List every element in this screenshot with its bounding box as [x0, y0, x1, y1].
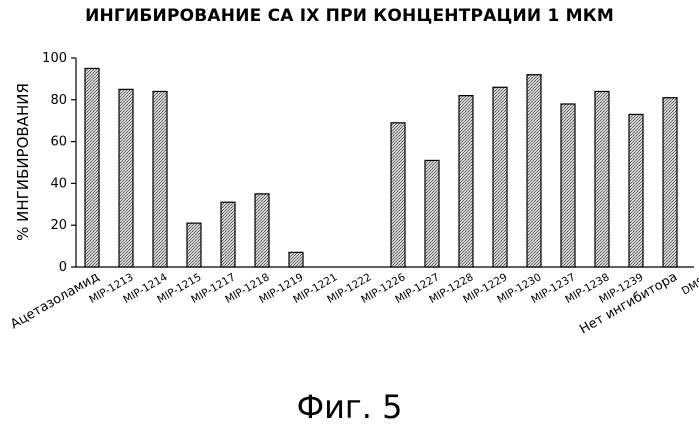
y-axis: 0 20 40 60 80 100 — [42, 51, 76, 275]
x-tick-labels: АцетазоламидMIP-1213MIP-1214MIP-1215MIP-… — [8, 269, 699, 337]
figure-caption: Фиг. 5 — [0, 388, 699, 426]
bar — [255, 194, 269, 267]
y-tick-label: 80 — [50, 93, 67, 108]
bar — [289, 252, 303, 267]
chart-title: ИНГИБИРОВАНИЕ СА IX ПРИ КОНЦЕНТРАЦИИ 1 М… — [0, 6, 699, 26]
y-tick-label: 60 — [50, 135, 67, 150]
bar — [629, 114, 643, 267]
x-tick-label: Ацетазоламид — [8, 269, 102, 332]
bar — [663, 98, 677, 267]
y-axis-label: % ИНГИБИРОВАНИЯ — [14, 83, 32, 241]
bar — [595, 91, 609, 267]
bar — [187, 223, 201, 267]
bar — [221, 202, 235, 267]
bar — [425, 160, 439, 267]
bars — [85, 68, 677, 267]
x-tick-label: DMSO — [680, 271, 699, 297]
bar — [119, 89, 133, 267]
bar — [459, 96, 473, 267]
y-tick-label: 100 — [42, 51, 67, 66]
bar — [153, 91, 167, 267]
bar — [527, 75, 541, 267]
y-tick-label: 20 — [50, 218, 67, 233]
bar — [391, 123, 405, 267]
bar — [493, 87, 507, 267]
bar — [561, 104, 575, 267]
y-tick-label: 40 — [50, 176, 67, 191]
y-tick-label: 0 — [59, 260, 67, 275]
bar — [85, 68, 99, 267]
